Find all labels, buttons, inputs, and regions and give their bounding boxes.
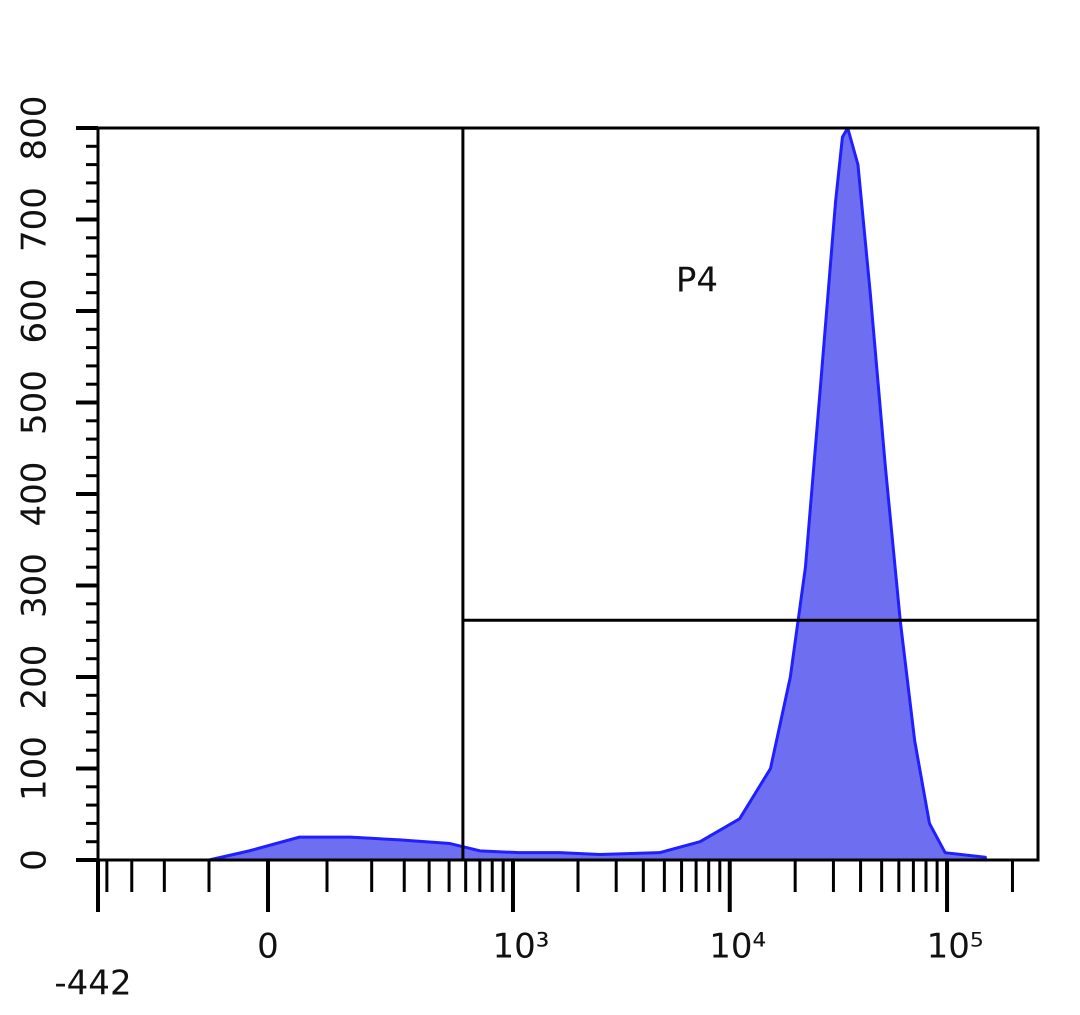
x-tick-label: -442 — [54, 964, 131, 1004]
y-tick-label: 100 — [15, 736, 55, 801]
y-tick-label: 0 — [15, 849, 55, 871]
gate-label: P4 — [676, 261, 718, 301]
y-tick-label: 800 — [15, 96, 55, 161]
y-tick-label: 700 — [15, 187, 55, 252]
x-tick-label: 0 — [257, 927, 279, 967]
histogram-area — [207, 126, 987, 862]
x-tick-label: 10⁵ — [927, 927, 984, 967]
y-tick-label: 400 — [15, 462, 55, 527]
y-tick-label: 500 — [15, 370, 55, 435]
y-tick-label: 600 — [15, 279, 55, 344]
y-tick-label: 200 — [15, 645, 55, 710]
y-tick-label: 300 — [15, 553, 55, 618]
x-tick-label: 10³ — [493, 927, 550, 967]
x-tick-label: 10⁴ — [709, 927, 766, 967]
